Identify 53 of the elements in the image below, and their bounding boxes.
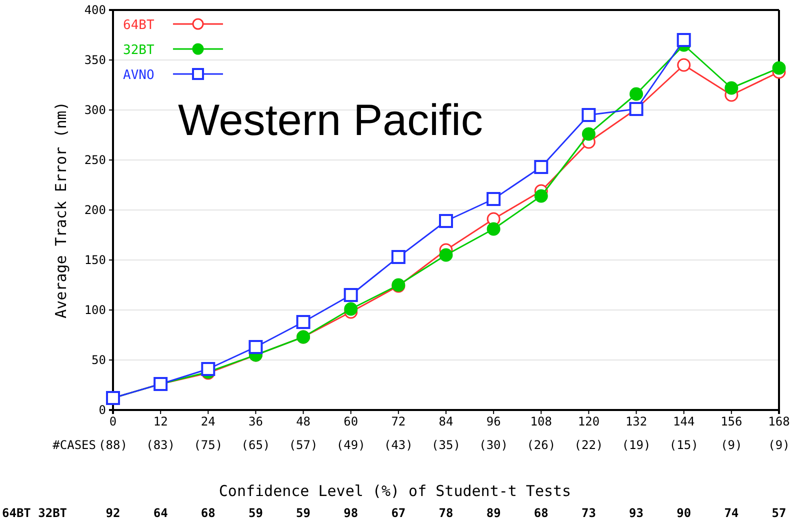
y-tick-label: 100	[84, 302, 106, 317]
text: Confidence Level (%) of Student-t Tests	[218, 482, 572, 500]
x-tick-label: 36	[248, 414, 263, 429]
point	[534, 160, 548, 174]
x-tick-label: 60	[344, 414, 358, 429]
x-tick-label: 132	[625, 414, 648, 429]
text: 64BT 32BT	[2, 506, 68, 520]
point	[582, 127, 596, 141]
x-tick-label: 24	[200, 414, 216, 429]
point	[344, 302, 358, 316]
text: #CASES	[52, 438, 96, 452]
x-tick-label: 96	[486, 414, 501, 429]
point	[391, 250, 406, 264]
point	[201, 362, 216, 376]
text: 92 64 68 59 59 98 67 78 89 68 73 93 90 74 57	[106, 506, 786, 520]
point	[248, 340, 263, 354]
legend-label: AVNO	[123, 68, 154, 83]
point	[724, 81, 738, 95]
point	[677, 58, 691, 72]
x-tick-label: 0	[109, 414, 117, 429]
y-tick-label: 0	[98, 402, 106, 417]
point	[486, 192, 501, 206]
y-tick-label: 50	[92, 352, 106, 367]
point	[296, 315, 310, 329]
point	[630, 87, 644, 101]
y-tick-label: 150	[84, 252, 106, 267]
x-tick-label: 144	[673, 414, 695, 429]
x-tick-label: 72	[391, 414, 406, 429]
legend-label: 32BT	[123, 43, 154, 58]
point	[439, 214, 453, 228]
y-axis-title: Average Track Error (nm)	[52, 102, 70, 318]
point	[534, 189, 548, 203]
y-tick-label: 200	[84, 202, 106, 217]
x-tick-label: 168	[768, 414, 790, 429]
point	[486, 222, 500, 236]
y-tick-label: 250	[84, 152, 106, 167]
x-tick-label: 120	[578, 414, 600, 429]
y-tick-label: 400	[84, 2, 106, 17]
point	[772, 61, 786, 75]
x-tick-label: 108	[530, 414, 552, 429]
text: (88) (83) (75) (65) (57) (49) (43) (35) (30) (26) (22) (19) (15) (9) (9)	[98, 438, 790, 452]
x-tick-label: 12	[153, 414, 168, 429]
point	[439, 248, 453, 262]
x-tick-label: 48	[296, 414, 311, 429]
point	[582, 108, 596, 122]
point	[344, 288, 358, 302]
x-tick-label: 84	[438, 414, 454, 429]
y-tick-label: 350	[84, 52, 106, 67]
x-tick-label: 156	[720, 414, 742, 429]
point	[676, 33, 691, 47]
y-tick-label: 300	[84, 102, 106, 117]
text: Western Pacific	[178, 96, 483, 145]
legend-label: 64BT	[123, 18, 154, 33]
